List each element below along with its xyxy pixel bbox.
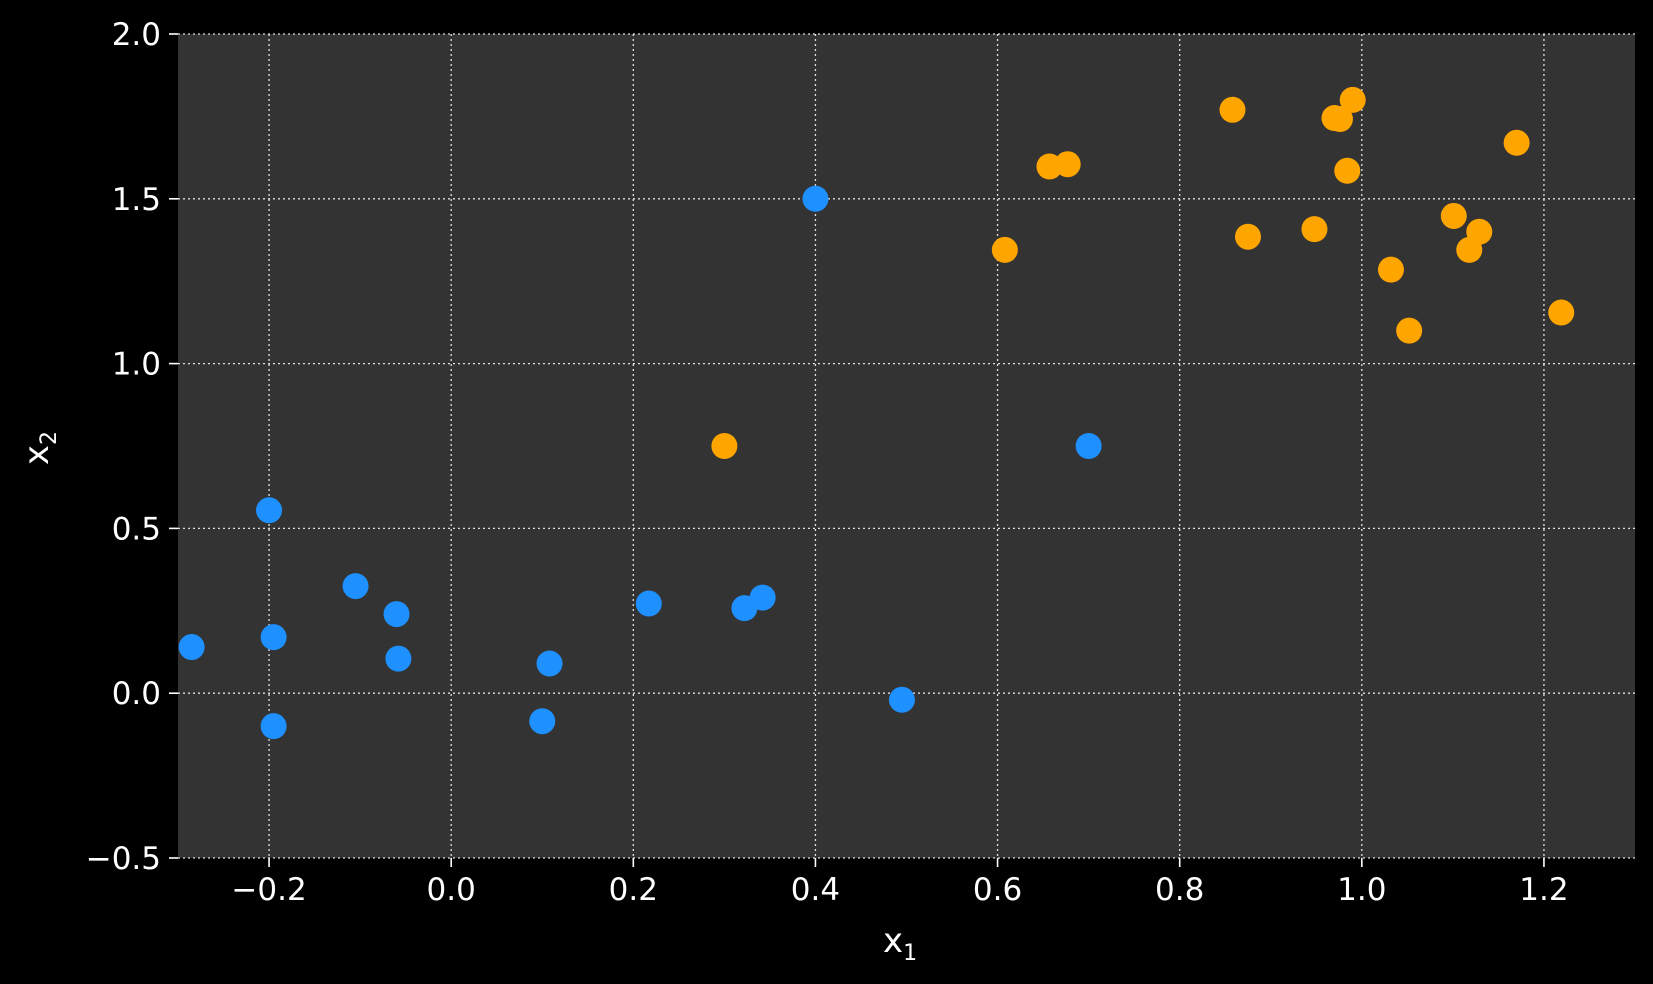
x-tick-label: 1.0 xyxy=(1337,872,1386,908)
y-tick-labels: −0.5 0.0 0.5 1.0 1.5 2.0 xyxy=(86,17,161,877)
scatter-point-series-2 xyxy=(1548,299,1575,326)
scatter-point-series-1 xyxy=(260,713,287,740)
data-points xyxy=(178,86,1575,740)
scatter-point-series-2 xyxy=(711,433,738,459)
scatter-point-series-1 xyxy=(635,590,662,617)
scatter-point-series-2 xyxy=(1301,216,1328,243)
scatter-point-series-2 xyxy=(1219,96,1246,123)
scatter-point-series-2 xyxy=(1503,129,1530,156)
scatter-point-series-2 xyxy=(991,236,1018,263)
scatter-point-series-2 xyxy=(1396,317,1423,344)
x-tick-label: 0.4 xyxy=(791,872,840,908)
scatter-point-series-1 xyxy=(383,601,410,628)
scatter-point-series-2 xyxy=(1440,202,1467,229)
x-tick-label: 0.8 xyxy=(1155,872,1204,908)
scatter-point-series-2 xyxy=(1377,256,1404,283)
scatter-point-series-1 xyxy=(260,624,287,651)
scatter-point-series-1 xyxy=(536,650,563,677)
grid-lines xyxy=(178,33,1635,859)
x-tick-label: 1.2 xyxy=(1519,872,1568,908)
y-tick-label: 2.0 xyxy=(112,17,161,53)
y-tick-label: 1.5 xyxy=(112,182,161,218)
x-tick-label: 0.0 xyxy=(427,872,476,908)
x-axis-label: x1 xyxy=(883,921,917,966)
axis-ticks xyxy=(169,33,1545,867)
scatter-point-series-2 xyxy=(1326,106,1353,133)
x-tick-label: 0.6 xyxy=(973,872,1022,908)
scatter-point-series-2 xyxy=(1466,218,1493,245)
plot-area xyxy=(178,34,1635,858)
x-axis-label-main: x xyxy=(883,921,903,961)
x-tick-label: −0.2 xyxy=(231,872,306,908)
scatter-point-series-2 xyxy=(1339,86,1366,113)
scatter-point-series-2 xyxy=(1054,151,1081,178)
y-tick-label: 1.0 xyxy=(112,347,161,383)
scatter-point-series-1 xyxy=(342,573,369,600)
x-axis-label-subscript: 1 xyxy=(903,941,917,966)
y-tick-label: 0.0 xyxy=(112,676,161,712)
x-tick-label: 0.2 xyxy=(609,872,658,908)
y-tick-label: −0.5 xyxy=(86,841,161,877)
scatter-point-series-1 xyxy=(178,634,205,661)
y-axis-label: x2 xyxy=(17,431,62,465)
scatter-point-series-1 xyxy=(1075,433,1102,459)
scatter-point-series-1 xyxy=(888,686,915,713)
y-tick-label: 0.5 xyxy=(112,511,161,547)
scatter-point-series-2 xyxy=(1234,223,1261,250)
y-axis-label-subscript: 2 xyxy=(37,431,62,445)
scatter-point-series-1 xyxy=(802,185,829,212)
x-tick-labels: −0.2 0.0 0.2 0.4 0.6 0.8 1.0 1.2 xyxy=(231,872,1568,908)
scatter-point-series-1 xyxy=(749,584,776,611)
y-axis-label-main: x xyxy=(17,445,57,465)
scatter-point-series-1 xyxy=(529,708,556,735)
scatter-point-series-1 xyxy=(385,645,412,672)
scatter-point-series-2 xyxy=(1334,157,1361,184)
scatter-point-series-1 xyxy=(256,497,283,524)
